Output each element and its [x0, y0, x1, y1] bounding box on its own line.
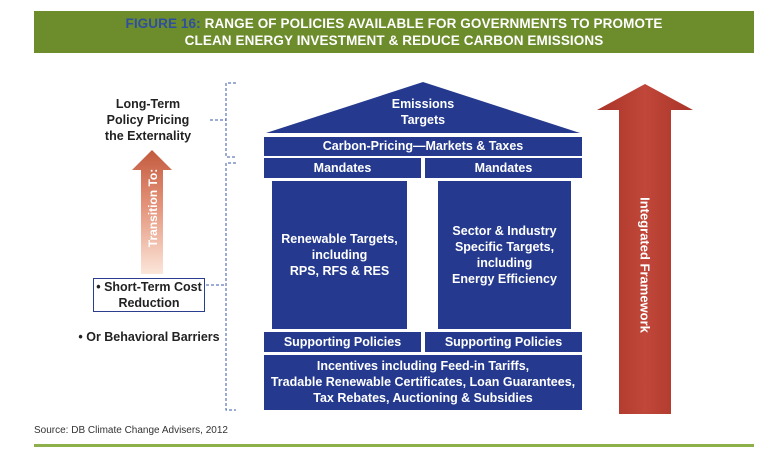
- figure-header: FIGURE 16: RANGE OF POLICIES AVAILABLE F…: [34, 11, 754, 53]
- long-term-line-2: Policy Pricing: [106, 113, 190, 127]
- bottom-rule: [34, 444, 754, 447]
- transition-label-wrap: Transition To:: [142, 158, 164, 258]
- header-line-1: FIGURE 16: RANGE OF POLICIES AVAILABLE F…: [34, 15, 754, 32]
- foundation-line-3: Tax Rebates, Auctioning & Subsidies: [313, 391, 533, 405]
- pillar-right-line-1: Sector & Industry: [452, 224, 557, 238]
- mandates-left: Mandates: [264, 158, 421, 178]
- transition-arrow: [132, 150, 172, 274]
- roof-label: Emissions Targets: [344, 96, 502, 128]
- pillar-right-line-2: Specific Targets,: [454, 240, 555, 254]
- foundation-line-2: Tradable Renewable Certificates, Loan Gu…: [270, 375, 576, 389]
- integrated-label-wrap: Integrated Framework: [625, 130, 665, 400]
- integrated-framework-label: Integrated Framework: [637, 197, 653, 333]
- pillar-left-line-1: Renewable Targets,: [281, 232, 398, 246]
- integrated-framework-arrow: [597, 84, 693, 414]
- long-term-line-1: Long-Term: [115, 97, 181, 111]
- mandates-right: Mandates: [425, 158, 582, 178]
- supporting-left: Supporting Policies: [264, 332, 421, 352]
- short-term-line-2: Reduction: [118, 296, 180, 310]
- carbon-pricing-bar: Carbon-Pricing—Markets & Taxes: [264, 137, 582, 156]
- roof-line-2: Targets: [400, 113, 446, 127]
- pillar-right-line-3: including: [476, 256, 533, 270]
- source-note: Source: DB Climate Change Advisers, 2012: [34, 425, 228, 436]
- figure-label: FIGURE 16:: [125, 16, 201, 31]
- behavioral-label: • Or Behavioral Barriers: [78, 330, 220, 344]
- foundation: Incentives including Feed-in Tariffs, Tr…: [264, 355, 582, 410]
- title-line-1: RANGE OF POLICIES AVAILABLE FOR GOVERNME…: [204, 16, 663, 31]
- roof: [266, 82, 580, 133]
- dashed-brackets: [206, 82, 236, 411]
- foundation-line-1: Incentives including Feed-in Tariffs,: [316, 359, 530, 373]
- transition-label: Transition To:: [146, 168, 160, 248]
- pillar-right: Sector & Industry Specific Targets, incl…: [438, 181, 571, 329]
- short-term-box: • Short-Term Cost Reduction: [93, 278, 205, 312]
- pillar-right-line-4: Energy Efficiency: [452, 272, 557, 286]
- short-term-line-1: • Short-Term Cost: [96, 280, 202, 294]
- roof-line-1: Emissions: [391, 97, 455, 111]
- pillar-left-line-3: RPS, RFS & RES: [289, 264, 390, 278]
- pillar-left-line-2: including: [311, 248, 368, 262]
- pillar-left: Renewable Targets, including RPS, RFS & …: [272, 181, 407, 329]
- title-line-2: CLEAN ENERGY INVESTMENT & REDUCE CARBON …: [184, 33, 604, 48]
- supporting-right: Supporting Policies: [425, 332, 582, 352]
- long-term-line-3: the Externality: [104, 129, 192, 143]
- long-term-label: Long-Term Policy Pricing the Externality: [88, 96, 208, 144]
